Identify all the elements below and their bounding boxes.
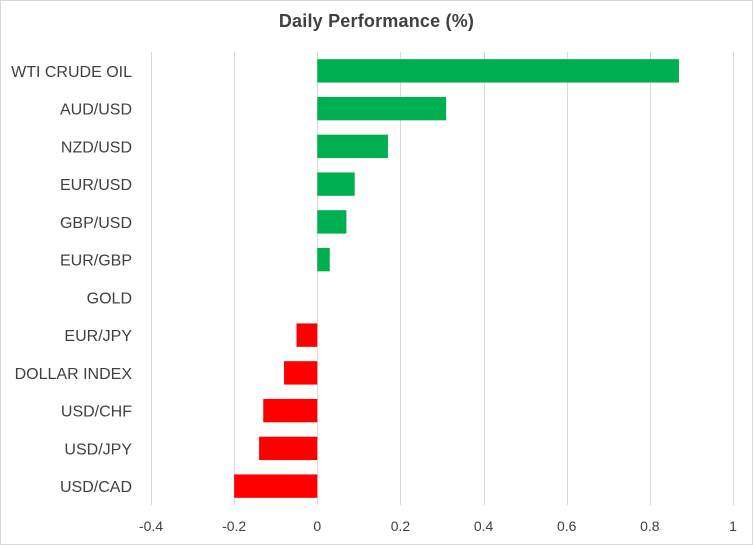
x-tick-label: 0.4	[474, 518, 494, 534]
category-label: EUR/GBP	[60, 253, 132, 270]
bar-gbp-usd	[317, 210, 347, 234]
category-label: WTI CRUDE OIL	[11, 64, 132, 81]
x-tick-label: -0.2	[222, 518, 246, 534]
x-tick-label: 0	[313, 518, 321, 534]
category-label: EUR/JPY	[64, 328, 132, 345]
bar-eur-gbp	[317, 247, 330, 272]
category-label: USD/CAD	[60, 479, 132, 496]
bar-usd-jpy	[259, 436, 318, 461]
x-tick-label: 0.2	[391, 518, 411, 534]
x-tick-label: 0.8	[640, 518, 660, 534]
bar-usd-cad	[234, 474, 318, 498]
x-tick-label: 0.6	[557, 518, 577, 534]
category-label: GBP/USD	[60, 215, 132, 232]
category-label: USD/JPY	[64, 441, 132, 458]
bar-nzd-usd	[317, 134, 388, 159]
chart-title: Daily Performance (%)	[278, 11, 475, 31]
bar-usd-chf	[263, 398, 318, 423]
category-label: NZD/USD	[61, 139, 132, 156]
bar-wti-crude-oil	[317, 59, 679, 83]
category-label: EUR/USD	[60, 177, 132, 194]
bar-eur-jpy	[296, 323, 318, 347]
category-label: GOLD	[87, 290, 132, 307]
category-label: AUD/USD	[60, 102, 132, 119]
x-tick-label: 1	[729, 518, 737, 534]
bar-eur-usd	[317, 172, 355, 196]
bar-dollar-index	[284, 361, 318, 385]
bar-aud-usd	[317, 96, 447, 121]
x-tick-label: -0.4	[139, 518, 163, 534]
category-label: USD/CHF	[61, 404, 132, 421]
category-label: DOLLAR INDEX	[15, 366, 133, 383]
